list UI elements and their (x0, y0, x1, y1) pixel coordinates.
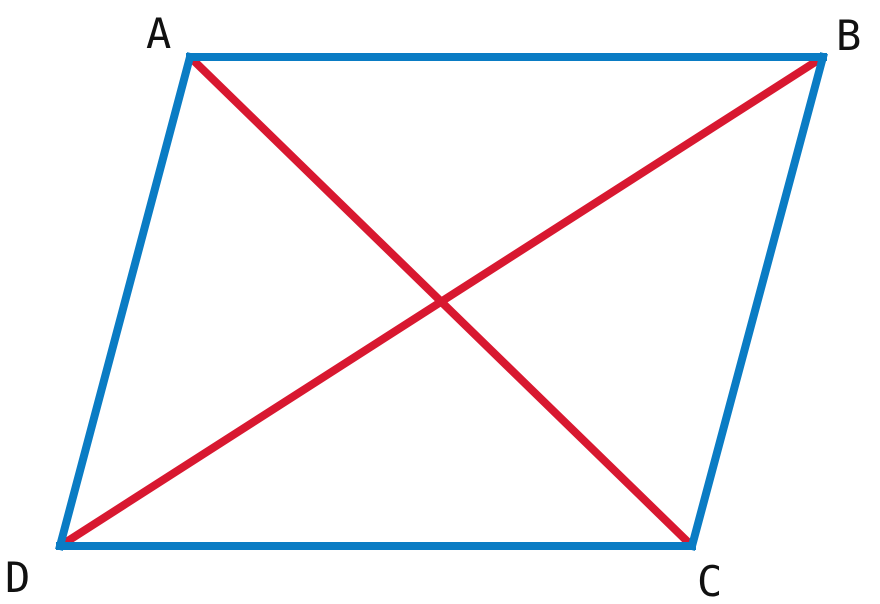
side-da (55, 52, 195, 551)
vertex-label-d: D (5, 553, 30, 602)
vertex-label-c: C (697, 557, 722, 604)
vertex-label-a: A (146, 9, 171, 58)
vertex-label-b: B (836, 11, 861, 60)
diagonal-bd (56, 53, 827, 550)
side-bc (687, 52, 828, 551)
